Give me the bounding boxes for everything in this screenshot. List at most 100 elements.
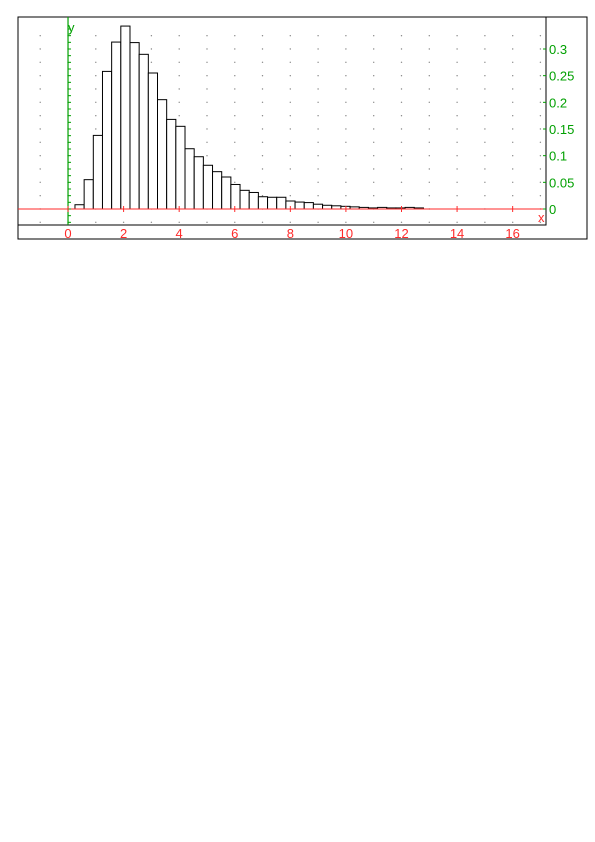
grid-dot — [400, 168, 403, 170]
grid-dot — [428, 141, 430, 143]
grid-dot — [289, 35, 291, 37]
grid-dot — [261, 75, 264, 77]
grid-dot — [400, 61, 403, 63]
grid-dot — [539, 61, 542, 63]
grid-dot — [373, 221, 375, 223]
x-axis-label: x — [538, 210, 545, 225]
grid-dot — [484, 141, 486, 143]
grid-dot — [456, 181, 458, 183]
grid-dot — [428, 35, 430, 37]
grid-dot — [289, 155, 291, 157]
histogram-bar — [257, 196, 269, 210]
grid-dot — [39, 221, 41, 223]
grid-dot — [484, 155, 486, 157]
grid-dot — [345, 128, 347, 130]
grid-dot — [428, 128, 430, 130]
grid-dot — [317, 155, 319, 157]
grid-dot — [206, 75, 208, 77]
grid-dot — [289, 181, 291, 183]
grid-dot — [39, 75, 41, 77]
axes — [18, 17, 546, 225]
grid-dot — [261, 48, 264, 50]
histogram-bar — [129, 42, 140, 210]
grid-dot — [234, 115, 236, 117]
grid-dot — [234, 48, 236, 50]
histogram-bar — [184, 148, 195, 210]
grid-dot — [206, 141, 208, 143]
y-tick-label: 0.1 — [549, 149, 567, 164]
grid-dot — [512, 141, 514, 143]
grid-dot — [289, 195, 291, 197]
grid-dot — [234, 141, 236, 143]
grid-dot — [206, 155, 208, 157]
grid-dot — [345, 101, 347, 104]
grid-dot — [539, 195, 542, 197]
y-tick-label: 0.15 — [549, 122, 574, 137]
grid-dot — [261, 195, 264, 197]
histogram-bar — [312, 203, 324, 210]
grid-dot — [234, 128, 236, 130]
grid-dot — [39, 61, 41, 63]
grid-dot — [428, 155, 430, 157]
histogram-bar — [294, 201, 305, 210]
grid-dot — [95, 221, 97, 223]
grid-dot — [456, 88, 458, 90]
grid-dot — [400, 75, 403, 77]
grid-dot — [261, 128, 264, 130]
grid-dot — [428, 101, 430, 104]
grid-dot — [539, 128, 542, 130]
grid-dot — [539, 35, 542, 37]
grid-dot — [178, 115, 180, 117]
histogram-bar — [239, 189, 250, 210]
grid-dot — [456, 155, 458, 157]
histogram-bar — [322, 204, 333, 210]
grid-dot — [289, 168, 291, 170]
x-tick-label: 4 — [176, 226, 183, 241]
histogram-bar — [212, 171, 223, 210]
grid-dot — [512, 35, 514, 37]
grid-dot — [234, 181, 236, 183]
grid-dot — [373, 168, 375, 170]
grid-dot — [456, 141, 458, 143]
grid-dot — [428, 221, 430, 223]
grid-dot — [122, 221, 125, 223]
grid-dot — [512, 115, 514, 117]
grid-dot — [484, 48, 486, 50]
grid-dot — [234, 168, 236, 170]
grid-dot — [345, 141, 347, 143]
grid-dot — [373, 101, 375, 104]
grid-dot — [234, 75, 236, 77]
grid-dot — [206, 88, 208, 90]
grid-dot — [484, 75, 486, 77]
grid-dot — [512, 168, 514, 170]
histogram-bar — [267, 196, 278, 210]
x-tick-label: 16 — [505, 226, 519, 241]
grid-dot — [373, 75, 375, 77]
grid-dot — [317, 128, 319, 130]
grid-dot — [178, 221, 180, 223]
grid-dot — [317, 35, 319, 37]
grid-dot — [512, 101, 514, 104]
grid-dot — [428, 181, 430, 183]
grid-dot — [261, 35, 264, 37]
x-tick-label: 2 — [120, 226, 127, 241]
grid-dot — [289, 141, 291, 143]
histogram-bar — [92, 134, 103, 210]
histogram-bar — [120, 25, 131, 210]
histogram-bars — [74, 25, 424, 210]
y-tick-label: 0.2 — [549, 95, 567, 110]
grid-dot — [261, 101, 264, 104]
grid-dot — [234, 61, 236, 63]
grid-dot — [345, 61, 347, 63]
grid-dot — [289, 101, 291, 104]
grid-dot — [484, 101, 486, 104]
grid-dot — [400, 88, 403, 90]
grid-dot — [428, 88, 430, 90]
grid-dot — [400, 35, 403, 37]
grid-dot — [400, 101, 403, 104]
grid-dot — [150, 221, 153, 223]
grid-dot — [456, 221, 458, 223]
x-ticks: 0 2 4 6 8 10 12 14 16 — [64, 206, 520, 241]
grid-dot — [39, 195, 41, 197]
